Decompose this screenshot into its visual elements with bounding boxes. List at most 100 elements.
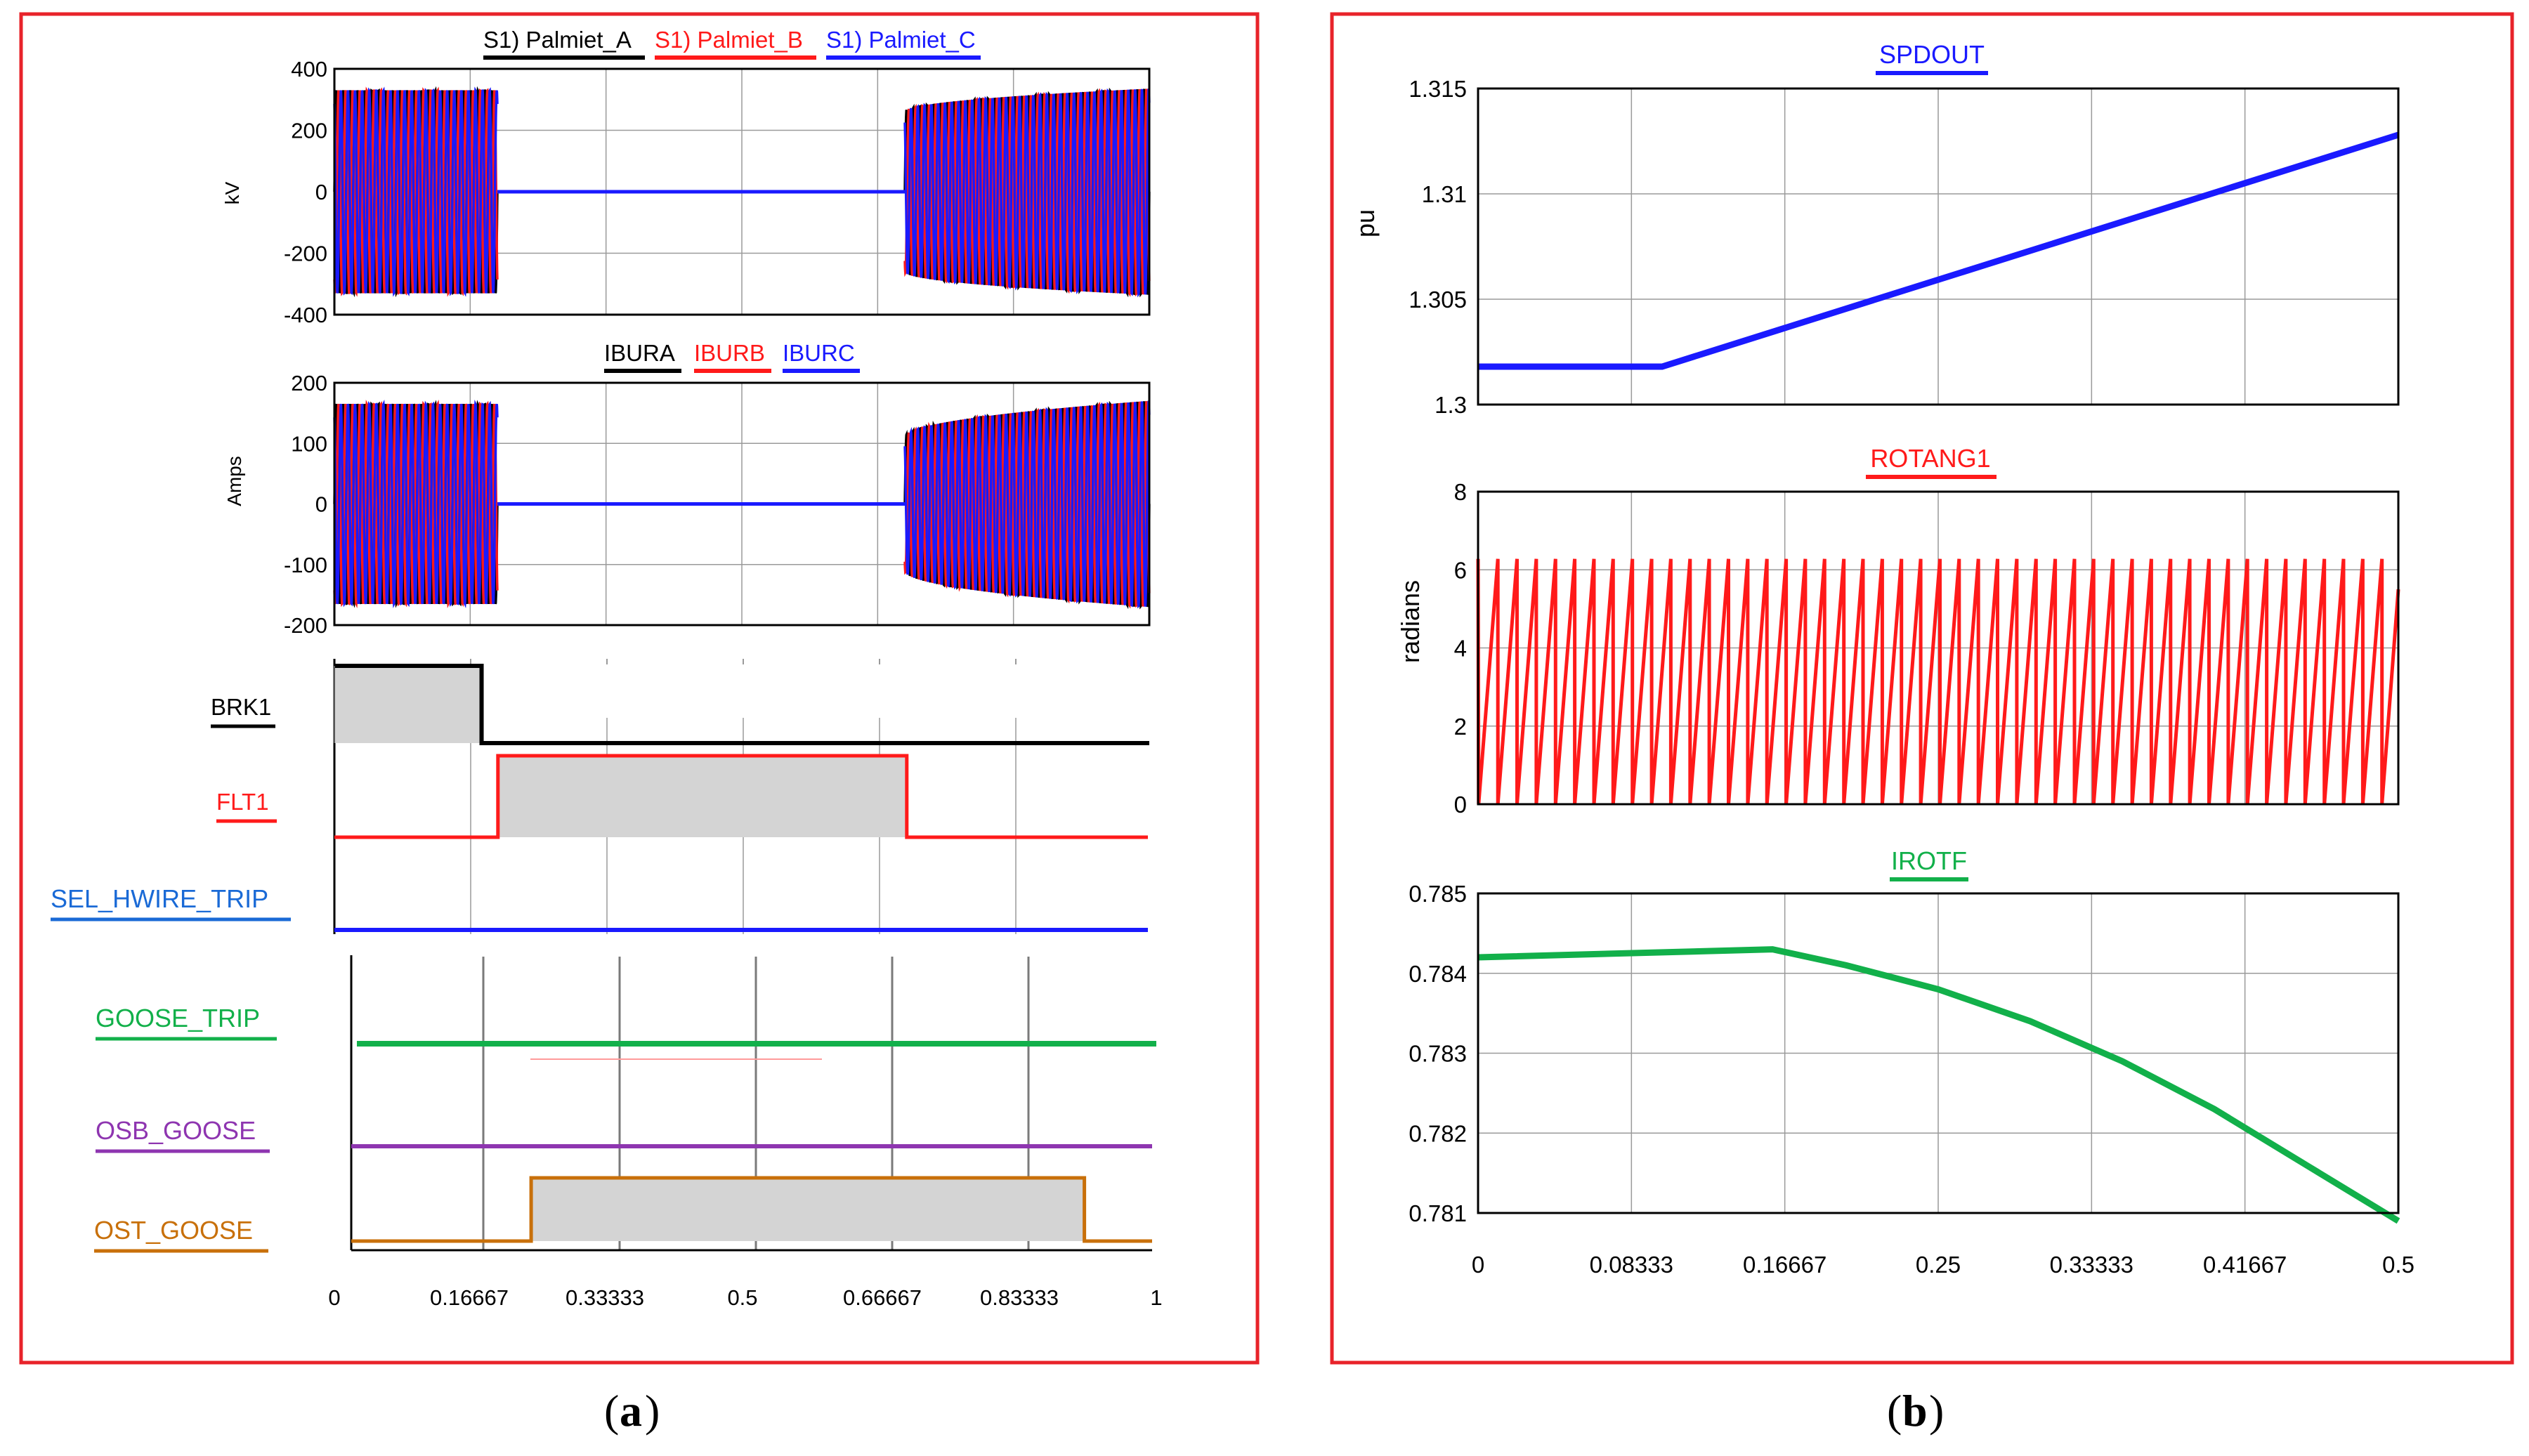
signal-label-osb-goose: OSB_GOOSE: [96, 1116, 256, 1145]
voltage-prefault-phase-3: [333, 86, 499, 297]
digital-grid: [470, 659, 1030, 1250]
voltage-prefault-phase-2: [333, 86, 499, 297]
voltage-y-tick: 400: [291, 57, 327, 81]
voltage-postfault-phase-2: [903, 88, 1151, 297]
rotang-y-ticks: 8 6 4 2 0: [1454, 479, 1467, 818]
rotang-chart: 8 6 4 2 0 ROTANG1 radians: [1396, 444, 2400, 818]
spdout-y-label: pu: [1351, 209, 1380, 237]
legend-palmiet-b: S1) Palmiet_B: [655, 27, 803, 53]
rotang-y-tick: 4: [1454, 636, 1467, 662]
rotang-plot-border: [1477, 490, 2400, 806]
x-tick-0-66667: 0.66667: [843, 1285, 922, 1310]
current-prefault-phase-2: [333, 400, 499, 608]
rotang-y-tick: 2: [1454, 714, 1467, 740]
irotf-x-tick: 0.33333: [2050, 1252, 2133, 1278]
voltage-y-tick: -200: [284, 242, 327, 266]
current-y-tick: 200: [291, 371, 327, 395]
x-tick-0-5: 0.5: [727, 1285, 757, 1310]
legend-palmiet-a: S1) Palmiet_A: [483, 27, 632, 53]
irotf-x-ticks: 0 0.08333 0.16667 0.25 0.33333 0.41667 0.5: [1472, 1252, 2414, 1278]
current-y-tick: -100: [284, 553, 327, 577]
irotf-chart: 0.785 0.784 0.783 0.782 0.781 0 0.08333 0.1666…: [1409, 846, 2414, 1278]
panel-b-frame: [1330, 12, 2514, 1365]
current-y-tick: 100: [291, 431, 327, 456]
irotf-y-ticks: 0.785 0.784 0.783 0.782 0.781: [1409, 881, 1467, 1226]
signal-brk1-trace: [334, 664, 1149, 745]
caption-b-close: ): [1929, 1386, 1944, 1436]
signal-label-goose-trip: GOOSE_TRIP: [96, 1004, 260, 1032]
x-tick-0-16667: 0.16667: [430, 1285, 509, 1310]
rotang-y-tick: 6: [1454, 557, 1467, 583]
spdout-chart: 1.315 1.31 1.305 1.3 SPDOUT pu: [1351, 40, 2400, 418]
caption-b-letter: b: [1902, 1386, 1928, 1436]
current-plot-border: [333, 381, 1151, 627]
current-postfault-phase-3: [903, 400, 1151, 609]
voltage-waveforms: [333, 86, 1151, 298]
irotf-y-tick: 0.783: [1409, 1041, 1467, 1067]
spdout-line: [1478, 131, 2400, 370]
spdout-y-tick: 1.31: [1422, 181, 1467, 207]
panel-a-frame: [19, 12, 1260, 1365]
signal-label-ost-goose: OST_GOOSE: [94, 1216, 253, 1245]
legend-iburc: IBURC: [783, 340, 855, 366]
legend-iburb: IBURB: [694, 340, 765, 366]
caption-a-letter: a: [620, 1386, 642, 1436]
signal-label-sel-hwire-trip: SEL_HWIRE_TRIP: [51, 884, 268, 913]
caption-b-open: (: [1887, 1386, 1902, 1436]
x-tick-0-83333: 0.83333: [980, 1285, 1059, 1310]
current-y-tick: 0: [315, 492, 327, 517]
caption-a: ( a ): [604, 1386, 660, 1436]
rotang-y-tick: 8: [1454, 479, 1467, 505]
current-prefault-phase-3: [333, 400, 499, 608]
irotf-x-tick: 0.25: [1916, 1252, 1961, 1278]
irotf-x-tick: 0: [1472, 1252, 1484, 1278]
digital-signal-traces: [334, 664, 1156, 1243]
spdout-y-tick: 1.315: [1409, 76, 1467, 102]
rotang-y-tick: 0: [1454, 792, 1467, 818]
irotf-x-tick: 0.08333: [1590, 1252, 1673, 1278]
x-tick-1: 1: [1150, 1285, 1162, 1310]
irotf-x-tick: 0.5: [2382, 1252, 2414, 1278]
signal-label-brk1: BRK1: [211, 694, 271, 720]
irotf-y-tick: 0.784: [1409, 961, 1467, 987]
irotf-grid: [1478, 893, 2398, 1213]
spdout-title: SPDOUT: [1879, 40, 1985, 69]
rotang-title: ROTANG1: [1870, 444, 1990, 473]
signal-brk1-fill: [334, 666, 482, 743]
x-tick-0-33333: 0.33333: [566, 1285, 644, 1310]
signal-flt1-trace: [334, 754, 1148, 839]
rotang-y-label: radians: [1396, 580, 1425, 663]
spdout-y-tick: 1.305: [1409, 287, 1467, 313]
legend-palmiet-c: S1) Palmiet_C: [826, 27, 976, 53]
irotf-y-tick: 0.781: [1409, 1200, 1467, 1226]
signal-flt1-fill: [497, 756, 907, 837]
current-y-label: Amps: [223, 456, 245, 506]
rotang-sawtooth: [1476, 558, 2400, 805]
spdout-y-tick: 1.3: [1435, 392, 1467, 418]
legend-ibura: IBURA: [604, 340, 675, 366]
voltage-y-ticks: 400 200 0 -200 -400: [284, 57, 327, 327]
current-chart: 200 100 0 -100 -200 Amps IBURA IBURB IBURC: [223, 340, 1151, 638]
current-y-tick: -200: [284, 613, 327, 638]
caption-a-open: (: [604, 1386, 619, 1436]
irotf-x-tick: 0.41667: [2203, 1252, 2287, 1278]
current-postfault-phase-2: [903, 400, 1151, 609]
irotf-y-tick: 0.782: [1409, 1120, 1467, 1146]
caption-a-close: ): [645, 1386, 660, 1436]
irotf-line: [1477, 946, 2400, 1224]
current-waveforms: [333, 400, 1151, 610]
voltage-y-label: kV: [221, 181, 243, 204]
voltage-y-tick: 200: [291, 119, 327, 143]
caption-b: ( b ): [1887, 1386, 1944, 1436]
voltage-y-tick: -400: [284, 303, 327, 327]
digital-chart: BRK1 FLT1 SEL_HWIRE_TRIP GOOSE_TRIP OSB_…: [51, 659, 1163, 1310]
signal-label-flt1: FLT1: [216, 789, 269, 815]
current-y-ticks: 200 100 0 -100 -200: [284, 371, 327, 638]
voltage-postfault-phase-3: [903, 88, 1151, 298]
irotf-plot-border: [1477, 892, 2400, 1214]
x-tick-0: 0: [328, 1285, 340, 1310]
voltage-plot-border: [333, 67, 1151, 316]
irotf-x-tick: 0.16667: [1743, 1252, 1826, 1278]
spdout-plot-border: [1477, 87, 2400, 406]
